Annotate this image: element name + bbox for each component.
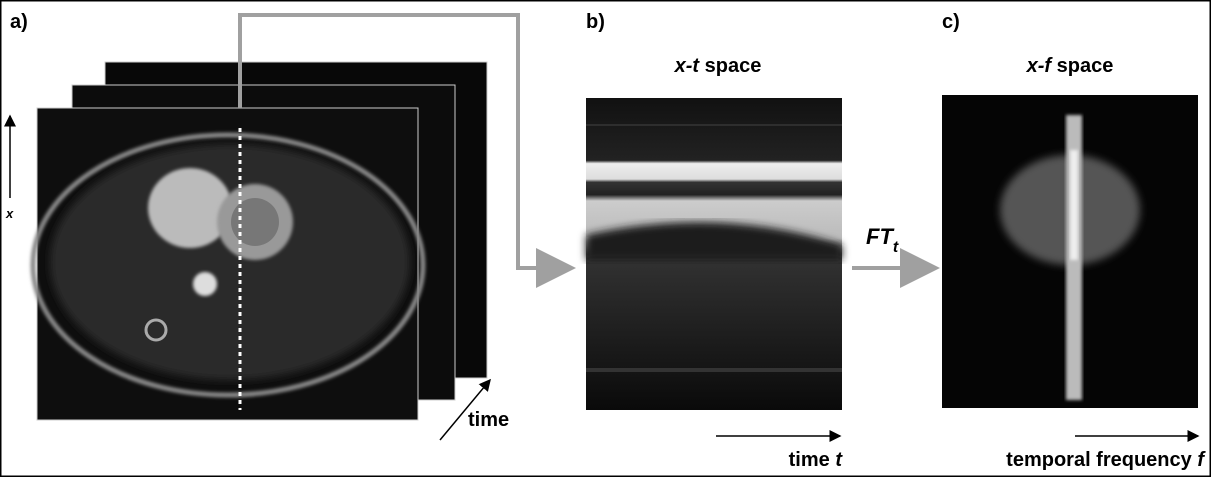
title-var: x-t bbox=[674, 55, 701, 77]
title-text: space bbox=[705, 55, 762, 77]
axis-label: time t bbox=[789, 449, 844, 471]
axis-var: t bbox=[835, 449, 843, 471]
title-var: x-f bbox=[1026, 55, 1054, 77]
axis-label: x bbox=[5, 206, 14, 221]
title-text: space bbox=[1057, 55, 1114, 77]
axis-text: time bbox=[789, 449, 830, 471]
xt-image bbox=[586, 98, 842, 410]
axis-var: f bbox=[1197, 449, 1206, 471]
transform-label: FTt bbox=[866, 224, 899, 256]
transform-name: FT bbox=[866, 224, 894, 249]
image-stack bbox=[33, 62, 487, 420]
figure: a) x time b) x-t space time t FTt c) x-f… bbox=[0, 0, 1211, 477]
transform-sub: t bbox=[893, 239, 899, 256]
panel-label: b) bbox=[586, 11, 605, 33]
panel-title: x-f space bbox=[1026, 55, 1114, 77]
axis-label: temporal frequency f bbox=[1006, 449, 1206, 471]
axis-text: temporal frequency bbox=[1006, 449, 1192, 471]
panel-label: a) bbox=[10, 11, 28, 33]
panel-title: x-t space bbox=[674, 55, 762, 77]
page: a) x time b) x-t space time t FTt c) x-f… bbox=[0, 0, 1211, 477]
panel-label: c) bbox=[942, 11, 960, 33]
xf-image bbox=[942, 95, 1198, 408]
time-label: time bbox=[468, 409, 509, 431]
